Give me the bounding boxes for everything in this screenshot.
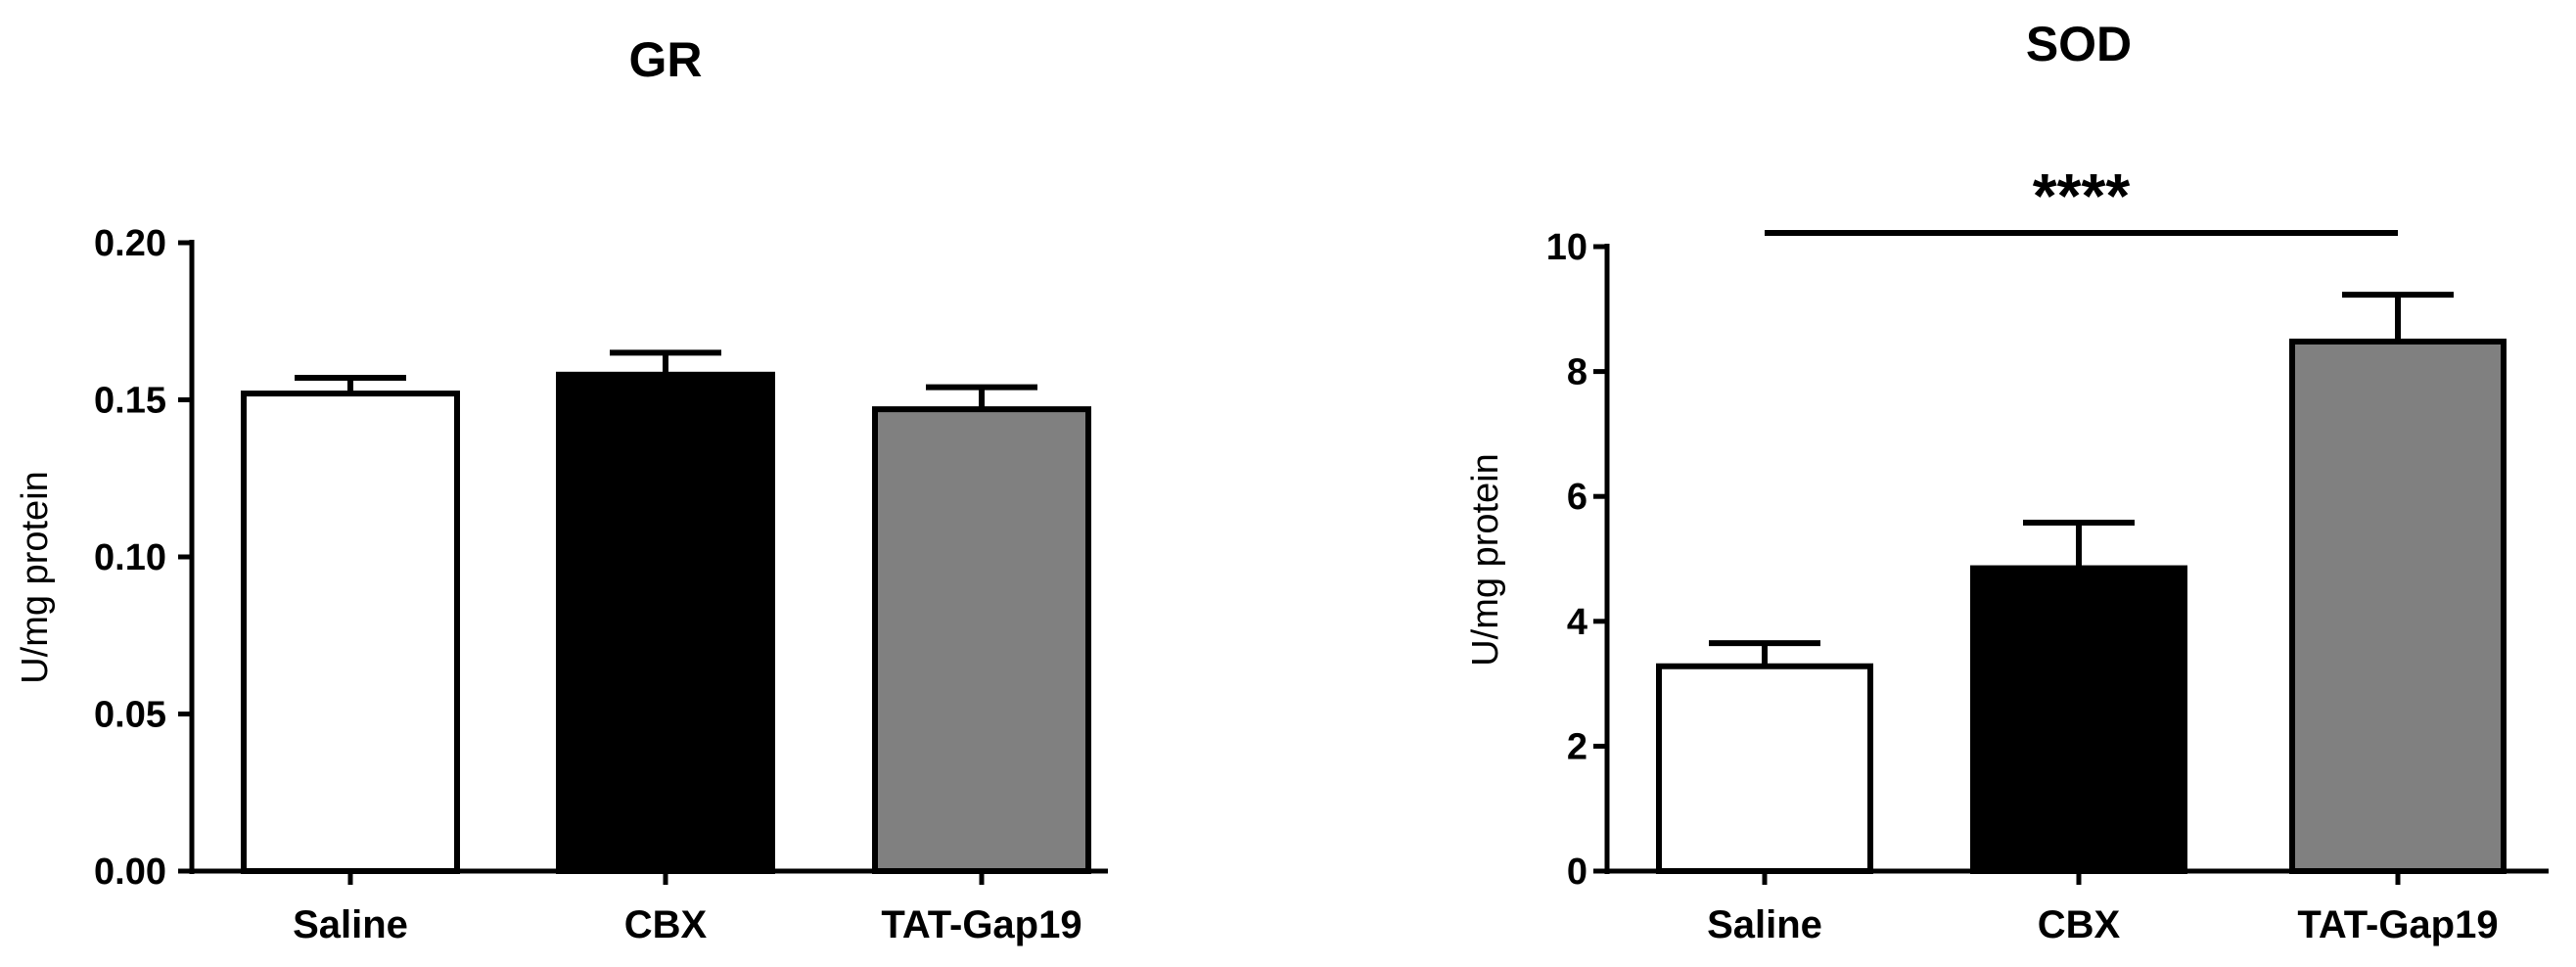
bar-saline	[1656, 663, 1873, 875]
y-tick-labels: 0.00 0.05 0.10 0.15 0.20	[94, 223, 166, 893]
y-tick-label: 0	[1567, 852, 1587, 893]
y-tick-label: 0.10	[94, 537, 166, 578]
y-tick-label: 8	[1567, 352, 1587, 393]
y-tick-label: 10	[1546, 227, 1587, 268]
bar-tat-gap19	[872, 406, 1091, 874]
y-tick-label: 0.20	[94, 223, 166, 264]
x-tick-label: CBX	[2038, 903, 2121, 946]
significance-label: ****	[2033, 161, 2131, 231]
y-axis-label: U/mg protein	[1465, 453, 1506, 667]
y-tick-labels: 0 2 4 6 8 10	[1546, 227, 1587, 893]
bar-cbx	[1970, 565, 2187, 874]
axes	[178, 240, 1108, 885]
x-tick-label: TAT-Gap19	[881, 903, 1081, 946]
x-tick-labels: Saline CBX TAT-Gap19	[1707, 903, 2499, 946]
x-tick-label: TAT-Gap19	[2297, 903, 2498, 946]
y-tick-label: 6	[1567, 477, 1587, 518]
y-axis-label: U/mg protein	[15, 471, 56, 684]
chart-gr: GR U/mg protein 0.00 0.05 0.10 0.15 0.20 Sal…	[15, 32, 1108, 946]
x-tick-label: Saline	[293, 903, 408, 946]
y-tick-label: 2	[1567, 726, 1587, 767]
y-tick-label: 0.00	[94, 852, 166, 893]
bar-tat-gap19	[2289, 338, 2507, 874]
bar-marks	[1656, 292, 2507, 875]
y-tick-label: 0.15	[94, 381, 166, 422]
bar-marks	[241, 349, 1091, 874]
x-tick-label: Saline	[1707, 903, 1822, 946]
bar-saline	[241, 391, 460, 874]
axes	[1593, 244, 2549, 885]
x-tick-label: CBX	[624, 903, 708, 946]
chart-title: SOD	[2026, 17, 2132, 71]
chart-sod: SOD U/mg protein 0 2 4 6 8 10 Saline CBX TAT-Ga…	[1465, 17, 2549, 946]
y-tick-label: 4	[1567, 602, 1587, 643]
chart-title: GR	[629, 32, 703, 87]
y-tick-label: 0.05	[94, 695, 166, 736]
x-tick-labels: Saline CBX TAT-Gap19	[293, 903, 1082, 946]
significance: ****	[1765, 161, 2398, 236]
bar-cbx	[556, 371, 775, 874]
